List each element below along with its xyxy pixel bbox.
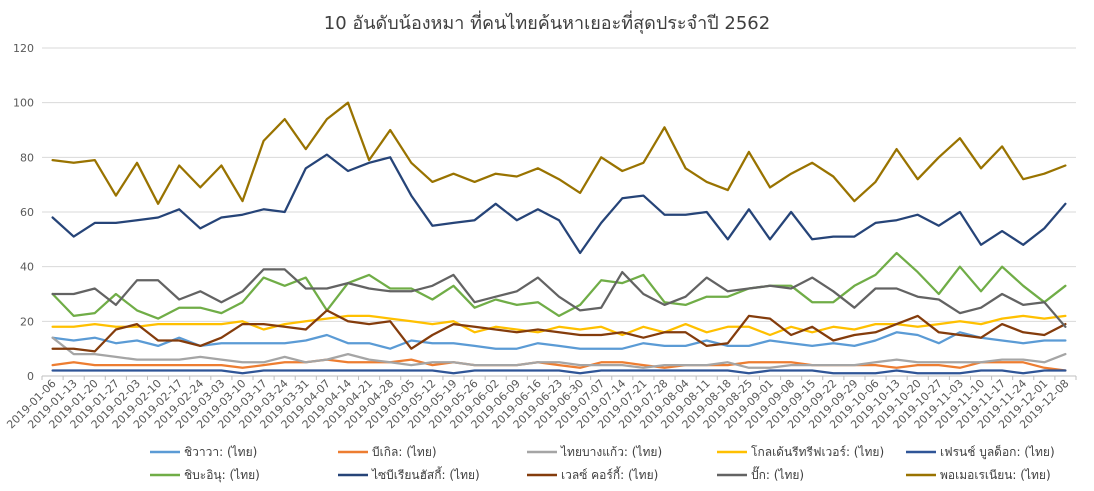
series-line-0 xyxy=(51,331,1067,350)
legend: ชิวาวา: (ไทย) บีเกิล: (ไทย) ไทยบางแก้ว: (ไ… xyxy=(150,444,1055,483)
legend-label: ไทยบางแก้ว: (ไทย) xyxy=(560,445,662,459)
y-tick-label: 0 xyxy=(27,370,34,383)
x-axis xyxy=(41,375,1077,380)
legend-label: ไซบีเรียนฮัสกี้: (ไทย) xyxy=(371,466,480,482)
legend-label: บีเกิล: (ไทย) xyxy=(372,445,437,459)
series-line-7 xyxy=(51,309,1067,353)
legend-label: พอเมอเรเนียน: (ไทย) xyxy=(940,468,1051,482)
x-axis-tick-labels: 2019-01-062019-01-132019-01-202019-01-27… xyxy=(4,377,1071,431)
y-tick-label: 20 xyxy=(20,315,34,328)
series-lines xyxy=(51,101,1067,375)
y-tick-label: 60 xyxy=(20,206,34,219)
legend-label: เวลซ์ คอร์กี้: (ไทย) xyxy=(561,466,658,482)
legend-label: ชิบะอินุ: (ไทย) xyxy=(184,468,260,483)
y-tick-label: 80 xyxy=(20,151,34,164)
series-line-6 xyxy=(51,153,1067,255)
y-tick-label: 120 xyxy=(13,42,34,55)
legend-label: ปั๊ก: (ไทย) xyxy=(751,466,804,482)
series-line-1 xyxy=(51,358,1067,372)
chart-title: 10 อันดับน้องหมา ที่คนไทยค้นหาเยอะที่สุด… xyxy=(324,10,770,34)
legend-label: เฟรนช์ บูลด็อก: (ไทย) xyxy=(940,444,1055,460)
series-line-9 xyxy=(51,101,1067,205)
legend-label: โกลเด้นรีทรีฟเวอร์: (ไทย) xyxy=(751,445,884,459)
series-line-8 xyxy=(51,268,1067,328)
y-tick-label: 40 xyxy=(20,261,34,274)
y-axis-tick-labels: 0 20 40 60 80 100 120 xyxy=(13,42,34,383)
legend-label: ชิวาวา: (ไทย) xyxy=(184,445,257,459)
y-tick-label: 100 xyxy=(13,97,34,110)
series-line-5 xyxy=(51,251,1067,320)
series-line-4 xyxy=(51,369,1067,375)
series-line-2 xyxy=(51,336,1067,369)
